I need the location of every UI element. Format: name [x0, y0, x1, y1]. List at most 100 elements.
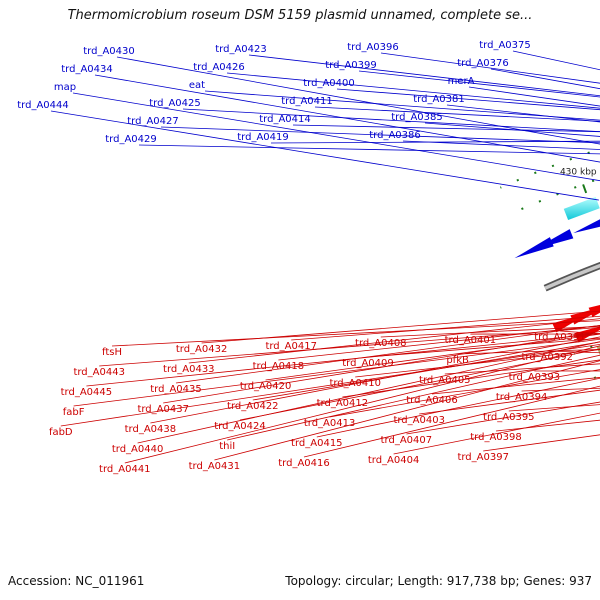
reverse-leader-line: [137, 341, 600, 444]
reverse-gene-label: trd_A0416: [278, 458, 330, 469]
reverse-leader-line: [239, 348, 600, 421]
reverse-leader-line: [431, 377, 600, 395]
forward-leader-line: [314, 106, 600, 122]
forward-gene-label: trd_A0385: [391, 112, 443, 123]
forward-leader-line: [50, 110, 599, 201]
reverse-gene-label: trd_A0398: [470, 432, 522, 443]
reverse-gene-label: trd_A0438: [125, 424, 177, 435]
scale-labels: 360 kbp370 kbp380 kbp390 kbp400 kbp410 k…: [560, 167, 597, 194]
scale-label: 430 kbp: [560, 167, 597, 177]
forward-gene-labels: trd_A0375 trd_A0376 merA trd_A0381 trd_A0385…: [17, 40, 600, 201]
forward-gene-label: trd_A0425: [149, 98, 201, 109]
reverse-gene-label: trd_A0407: [381, 435, 433, 446]
reverse-gene-label: trd_A0443: [73, 367, 125, 378]
reverse-leader-line: [380, 325, 600, 338]
reverse-leader-line: [329, 369, 600, 418]
reverse-leader-line: [175, 324, 600, 384]
forward-leader-line: [182, 108, 600, 133]
forward-leader-line: [270, 140, 600, 144]
forward-gene-label: trd_A0399: [325, 60, 377, 71]
reverse-leader-line: [303, 385, 600, 458]
forward-leader-line: [292, 124, 600, 133]
reverse-leader-line: [355, 349, 600, 378]
forward-gene-label: trd_A0411: [281, 96, 333, 107]
reverse-gene-label: trd_A0412: [317, 398, 369, 409]
forward-leader-line: [358, 70, 600, 98]
reverse-leader-line: [188, 318, 600, 364]
reverse-gene-label: trd_A0405: [419, 375, 471, 386]
reverse-leader-line: [150, 336, 600, 424]
reverse-leader-line: [163, 331, 600, 404]
forward-gene-label: trd_A0423: [215, 44, 267, 55]
reverse-gene-label: trd_A0409: [342, 358, 394, 369]
reverse-gene-label: trd_A0406: [406, 395, 458, 406]
reverse-gene-label: fabD: [49, 427, 73, 438]
forward-gene-label: trd_A0400: [303, 78, 355, 89]
reverse-leader-line: [73, 338, 600, 407]
reverse-gene-label: trd_A0415: [291, 438, 343, 449]
forward-gene-label: merA: [448, 76, 475, 87]
reverse-gene-label: trd_A0445: [61, 387, 113, 398]
reverse-leader-line: [111, 320, 600, 347]
forward-feature-block: [563, 196, 600, 221]
forward-leader-line: [160, 126, 600, 144]
reverse-leader-line: [457, 348, 600, 355]
forward-leader-line: [336, 88, 600, 111]
reverse-gene-label: trd_A0394: [496, 392, 548, 403]
forward-leader-line: [380, 52, 600, 84]
reverse-gene-labels: trd_A0391trd_A0392trd_A0393trd_A0394trd_…: [49, 310, 600, 475]
reverse-gene-label: trd_A0435: [150, 384, 202, 395]
forward-leader-line: [248, 54, 600, 97]
topology-text: Topology: circular; Length: 917,738 bp; …: [285, 574, 592, 588]
reverse-leader-line: [60, 343, 600, 427]
reverse-leader-line: [419, 389, 600, 415]
reverse-leader-line: [393, 412, 600, 455]
forward-leader-line: [402, 140, 600, 150]
scale-tick: [582, 184, 588, 194]
reverse-gene-label: fabF: [63, 407, 85, 418]
reverse-leader-line: [99, 326, 600, 367]
forward-gene-label: trd_A0414: [259, 114, 311, 125]
reverse-leader-line: [201, 310, 600, 344]
forward-leader-line: [116, 56, 600, 145]
forward-gene-label: trd_A0429: [105, 134, 157, 145]
forward-gene-label: eat: [189, 80, 205, 91]
reverse-gene-label: thiI: [219, 441, 235, 452]
forward-gene-label: trd_A0396: [347, 42, 399, 53]
forward-leader-line: [94, 74, 600, 163]
reverse-gene-label: trd_A0397: [457, 452, 509, 463]
forward-leader-line: [138, 144, 600, 155]
reverse-leader-line: [406, 401, 600, 435]
forward-leader-line: [204, 90, 600, 121]
reverse-gene-label: pfkB: [446, 355, 469, 366]
reverse-leader-line: [86, 333, 600, 387]
reverse-gene-label: trd_A0441: [99, 464, 151, 475]
reverse-gene-label: trd_A0440: [112, 444, 164, 455]
forward-gene-label: map: [54, 82, 76, 93]
forward-gene-label: trd_A0427: [127, 116, 179, 127]
reverse-leader-line: [367, 337, 600, 358]
reverse-leader-line: [444, 363, 600, 375]
forward-gene-arrow: [573, 219, 600, 234]
forward-gene-arrow: [514, 237, 554, 259]
reverse-leader-line: [316, 377, 600, 438]
forward-leader-line: [226, 72, 600, 109]
forward-leader-line: [72, 92, 600, 182]
forward-gene-label: trd_A0426: [193, 62, 245, 73]
reverse-gene-label: trd_A0404: [368, 455, 420, 466]
reverse-gene-label: trd_A0403: [393, 415, 445, 426]
forward-leader-line: [424, 122, 600, 137]
reverse-leader-line: [227, 354, 600, 441]
reverse-gene-label: trd_A0417: [265, 341, 317, 352]
reverse-gene-label: trd_A0413: [304, 418, 356, 429]
reverse-gene-label: trd_A0401: [445, 335, 497, 346]
reverse-gene-label: trd_A0437: [137, 404, 189, 415]
reverse-leader-line: [214, 360, 600, 461]
forward-gene-label: trd_A0381: [413, 94, 465, 105]
reverse-gene-label: trd_A0408: [355, 338, 407, 349]
figure-title: Thermomicrobium roseum DSM 5159 plasmid …: [67, 8, 533, 23]
forward-gene-label: trd_A0430: [83, 46, 135, 57]
reverse-gene-label: trd_A0432: [176, 344, 228, 355]
